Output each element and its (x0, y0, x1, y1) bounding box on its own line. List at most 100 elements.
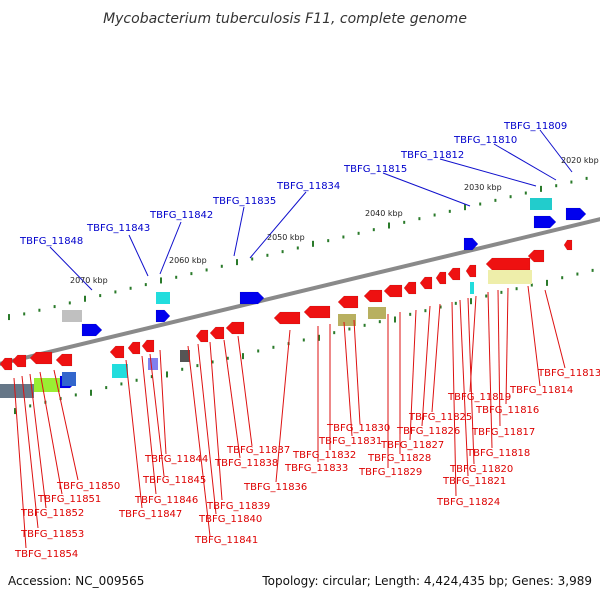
gene-label-tbfg-11845[interactable]: TBFG_11845 (142, 475, 206, 486)
forward-label-line (249, 191, 307, 259)
gene-label-tbfg-11854[interactable]: TBFG_11854 (14, 549, 78, 560)
tick-mark-outer (372, 228, 375, 232)
gene-label-tbfg-11814[interactable]: TBFG_11814 (509, 385, 573, 396)
reverse-label-line (487, 291, 493, 449)
gene-label-tbfg-11827[interactable]: TBFG_11827 (380, 440, 444, 451)
tick-mark-inner (485, 294, 488, 298)
tick-mark-inner (150, 375, 153, 379)
reverse-label-line (431, 303, 441, 413)
gene-label-tbfg-11843[interactable]: TBFG_11843 (86, 223, 150, 234)
reverse-label-line (467, 297, 475, 465)
gene-label-tbfg-11839[interactable]: TBFG_11839 (206, 501, 270, 512)
gene-label-tbfg-11831[interactable]: TBFG_11831 (318, 436, 382, 447)
reverse-gene-arrow (209, 326, 225, 340)
tick-mark-inner (272, 345, 275, 349)
reverse-gene-arrow (225, 321, 245, 335)
gene-label-tbfg-11850[interactable]: TBFG_11850 (56, 481, 120, 492)
tick-mark-inner (135, 378, 138, 382)
reverse-label-line (223, 339, 241, 459)
tick-mark-inner (470, 298, 472, 305)
tick-mark-inner (105, 386, 108, 390)
tick-mark-outer (160, 277, 162, 284)
gene-label-tbfg-11853[interactable]: TBFG_11853 (20, 529, 84, 540)
gene-label-tbfg-11838[interactable]: TBFG_11838 (214, 458, 278, 469)
tick-mark-outer (388, 222, 390, 229)
tick-mark-inner (211, 360, 214, 364)
gene-label-tbfg-11842[interactable]: TBFG_11842 (149, 210, 213, 221)
reverse-gene-arrow (337, 295, 359, 309)
tick-mark-outer (555, 184, 558, 188)
gene-label-tbfg-11840[interactable]: TBFG_11840 (198, 514, 262, 525)
reverse-gene-arrow (403, 281, 417, 295)
feature-box-violet (148, 358, 158, 370)
tick-mark-inner (546, 279, 548, 286)
reverse-gene-arrow (195, 329, 209, 343)
gene-label-tbfg-11851[interactable]: TBFG_11851 (37, 494, 101, 505)
gene-label-tbfg-11841[interactable]: TBFG_11841 (194, 535, 258, 546)
gene-label-tbfg-11821[interactable]: TBFG_11821 (442, 476, 506, 487)
reverse-gene-labels: TBFG_11813 TBFG_11814 TBFG_11816 TBFG_11… (14, 368, 600, 560)
accession-text: Accession: NC_009565 (8, 574, 144, 588)
gene-label-tbfg-11817[interactable]: TBFG_11817 (471, 427, 535, 438)
tick-mark-outer (68, 301, 71, 305)
gene-label-tbfg-11846[interactable]: TBFG_11846 (134, 495, 198, 506)
gene-label-tbfg-11809[interactable]: TBFG_11809 (503, 121, 567, 132)
reverse-label-line (29, 373, 47, 509)
tick-mark-outer (357, 231, 360, 235)
gene-label-tbfg-11835[interactable]: TBFG_11835 (212, 196, 276, 207)
gene-label-tbfg-11844[interactable]: TBFG_11844 (144, 454, 208, 465)
tick-mark-inner (363, 323, 366, 327)
tick-mark-outer (190, 272, 193, 276)
gene-label-tbfg-11810[interactable]: TBFG_11810 (453, 135, 517, 146)
reverse-label-line (53, 369, 79, 481)
tick-mark-outer (236, 259, 238, 266)
gene-label-tbfg-11837[interactable]: TBFG_11837 (226, 445, 290, 456)
tick-mark-inner (181, 367, 184, 371)
tick-mark-outer (205, 268, 208, 272)
feature-box-olive (338, 314, 356, 326)
gene-label-tbfg-11828[interactable]: TBFG_11828 (367, 453, 431, 464)
reverse-label-line (527, 285, 541, 387)
tick-mark-outer (99, 294, 102, 298)
gene-label-tbfg-11848[interactable]: TBFG_11848 (19, 236, 83, 247)
feature-box-olive (368, 307, 386, 319)
tick-mark-outer (114, 290, 117, 294)
tick-mark-inner (257, 349, 260, 353)
reverse-label-line (459, 299, 469, 477)
gene-label-tbfg-11852[interactable]: TBFG_11852 (20, 508, 84, 519)
gene-label-tbfg-11847[interactable]: TBFG_11847 (118, 509, 182, 520)
gene-label-tbfg-11830[interactable]: TBFG_11830 (326, 423, 390, 434)
gene-label-tbfg-11812[interactable]: TBFG_11812 (400, 150, 464, 161)
forward-label-line (128, 234, 149, 277)
gene-label-tbfg-11836[interactable]: TBFG_11836 (243, 482, 307, 493)
forward-label-lines (49, 129, 573, 291)
gene-label-tbfg-11820[interactable]: TBFG_11820 (449, 464, 513, 475)
gene-label-tbfg-11833[interactable]: TBFG_11833 (284, 463, 348, 474)
reverse-label-line (13, 377, 27, 549)
tick-mark-outer (312, 240, 314, 247)
reverse-gene-arrow (383, 284, 403, 298)
tick-mark-inner (318, 334, 320, 341)
gene-label-tbfg-11825[interactable]: TBFG_11825 (408, 412, 472, 423)
feature-box-cyan (112, 364, 128, 378)
gene-label-tbfg-11832[interactable]: TBFG_11832 (292, 450, 356, 461)
gene-label-tbfg-11829[interactable]: TBFG_11829 (358, 467, 422, 478)
gene-label-tbfg-11813[interactable]: TBFG_11813 (537, 368, 600, 379)
tick-mark-inner (561, 276, 564, 280)
gene-label-tbfg-11824[interactable]: TBFG_11824 (436, 497, 500, 508)
scale-label-2020: 2020 kbp (561, 156, 599, 165)
tick-mark-outer (266, 253, 269, 257)
gene-label-tbfg-11819[interactable]: TBFG_11819 (447, 392, 511, 403)
reverse-gene-arrow (141, 339, 155, 353)
tick-mark-inner (378, 320, 381, 324)
reverse-label-line (343, 321, 353, 437)
gene-label-tbfg-11818[interactable]: TBFG_11818 (466, 448, 530, 459)
gene-label-tbfg-11834[interactable]: TBFG_11834 (276, 181, 340, 192)
gene-label-tbfg-11816[interactable]: TBFG_11816 (475, 405, 539, 416)
tick-mark-inner (196, 364, 199, 368)
gene-label-tbfg-11815[interactable]: TBFG_11815 (343, 164, 407, 175)
tick-mark-inner (454, 301, 457, 305)
tick-mark-inner (14, 408, 16, 415)
reverse-label-line (505, 287, 509, 405)
gene-label-tbfg-11826[interactable]: TBFG_11826 (396, 426, 460, 437)
